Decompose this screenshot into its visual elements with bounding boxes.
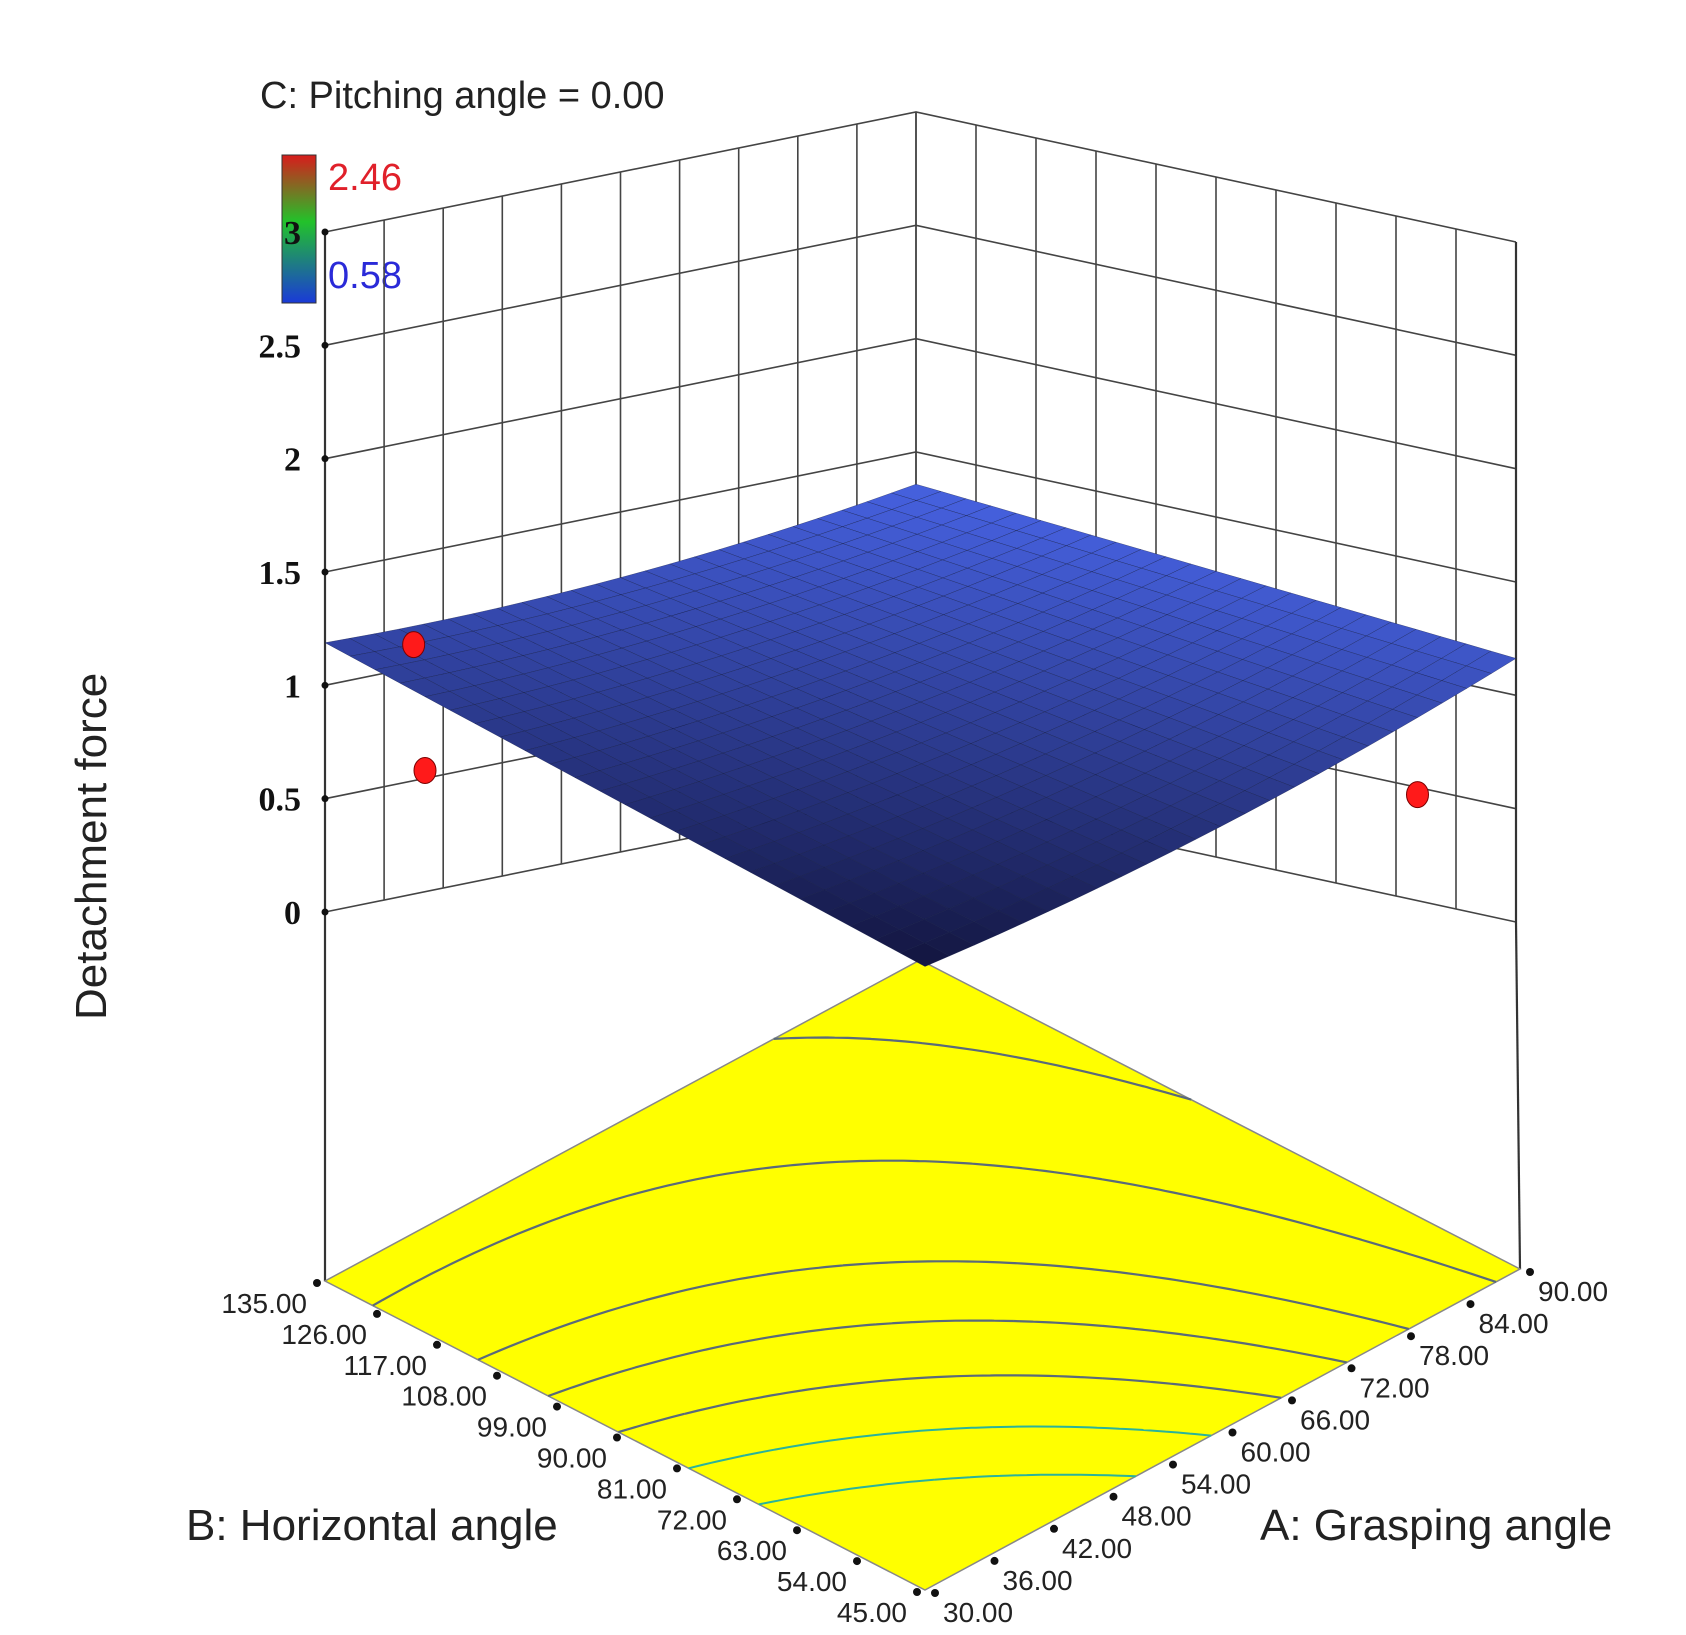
z-tick-mark [321,341,329,349]
color-legend-max: 2.46 [328,157,402,199]
a-tick-label: 42.00 [1062,1533,1132,1564]
b-axis-label: B: Horizontal angle [186,1501,558,1550]
z-tick-label: 0.5 [259,782,302,819]
b-tick-label: 63.00 [717,1535,787,1566]
a-tick-label: 72.00 [1360,1372,1430,1403]
a-tick-label: 84.00 [1479,1308,1549,1339]
b-tick-label: 99.00 [477,1412,547,1443]
z-tick-mark [321,568,329,576]
color-legend-bar [281,154,317,304]
a-tick-mark [1526,1268,1534,1276]
b-tick-label: 45.00 [837,1597,907,1628]
b-tick-label: 72.00 [657,1504,727,1535]
b-tick-label: 135.00 [221,1288,307,1319]
floor-plane [323,959,1522,1591]
frame-line [1514,921,1522,1270]
grid-line [324,451,1517,583]
b-tick-label: 81.00 [597,1473,667,1504]
z-tick-mark [321,908,329,916]
a-tick-mark [1288,1396,1296,1405]
a-axis-label: A: Grasping angle [1260,1501,1612,1550]
a-tick-mark [1109,1492,1118,1501]
contour-line [618,1374,1282,1434]
z-tick-label: 2.5 [259,328,302,365]
z-tick-label: 0 [284,895,301,932]
design-point [413,756,437,784]
b-tick-mark [373,1309,381,1318]
contour-line [773,1036,1192,1101]
contour-floor [323,912,1522,1591]
grid-line [324,111,1517,243]
a-tick-label: 60.00 [1241,1437,1311,1468]
b-tick-mark [673,1464,681,1473]
design-point [402,631,426,659]
a-tick-mark [931,1589,939,1597]
b-tick-mark [493,1371,501,1380]
b-tick-label: 108.00 [401,1381,487,1412]
z-tick-label: 1.5 [259,555,302,592]
a-tick-mark [1407,1332,1415,1341]
a-tick-label: 66.00 [1300,1404,1370,1435]
z-tick-label: 2 [284,442,301,479]
design-point [1406,781,1429,809]
grid-line [324,337,1517,470]
b-tick-label: 54.00 [777,1566,847,1597]
contour-line [547,1319,1348,1398]
b-tick-mark [853,1557,861,1566]
z-tick-label: 3 [284,215,301,252]
b-tick-mark [733,1495,741,1504]
design-points [402,631,1429,809]
color-legend: 2.46 0.58 [281,154,402,304]
a-tick-label: 30.00 [943,1597,1013,1628]
z-tick-mark [321,795,329,803]
a-tick-mark [1347,1364,1356,1373]
response-surface [324,483,1517,967]
z-tick-mark [321,228,329,236]
a-tick-label: 48.00 [1122,1501,1192,1532]
contour-line [372,1159,1497,1307]
z-axis-label: Detachment force [67,673,116,1020]
z-tick-mark [321,455,329,463]
a-tick-mark [1228,1428,1237,1437]
b-tick-mark [433,1340,441,1349]
grid-line [324,224,1517,357]
z-tick-label: 1 [284,668,301,705]
surface-patch [899,942,951,967]
a-tick-label: 36.00 [1003,1565,1073,1596]
a-tick-mark [1466,1300,1475,1309]
z-tick-mark [321,681,329,689]
contour-line [477,1260,1410,1361]
b-tick-mark [913,1588,921,1596]
axes: 00.511.522.5330.0036.0042.0048.0054.0060… [221,215,1608,1628]
b-tick-label: 117.00 [343,1350,427,1381]
a-tick-label: 54.00 [1181,1469,1251,1500]
color-legend-min: 0.58 [328,255,402,297]
a-tick-mark [1050,1524,1058,1533]
b-tick-mark [553,1402,561,1411]
contour-line [758,1473,1136,1506]
a-tick-label: 78.00 [1419,1340,1489,1371]
contour-line [688,1425,1212,1470]
a-tick-mark [990,1556,999,1565]
b-tick-label: 90.00 [537,1443,607,1474]
a-tick-label: 90.00 [1538,1276,1608,1307]
condition-label: C: Pitching angle = 0.00 [260,75,665,117]
b-tick-label: 126.00 [281,1319,367,1350]
b-tick-mark [793,1526,801,1535]
b-tick-mark [613,1433,621,1442]
b-tick-mark [313,1279,321,1287]
a-tick-mark [1169,1460,1177,1469]
